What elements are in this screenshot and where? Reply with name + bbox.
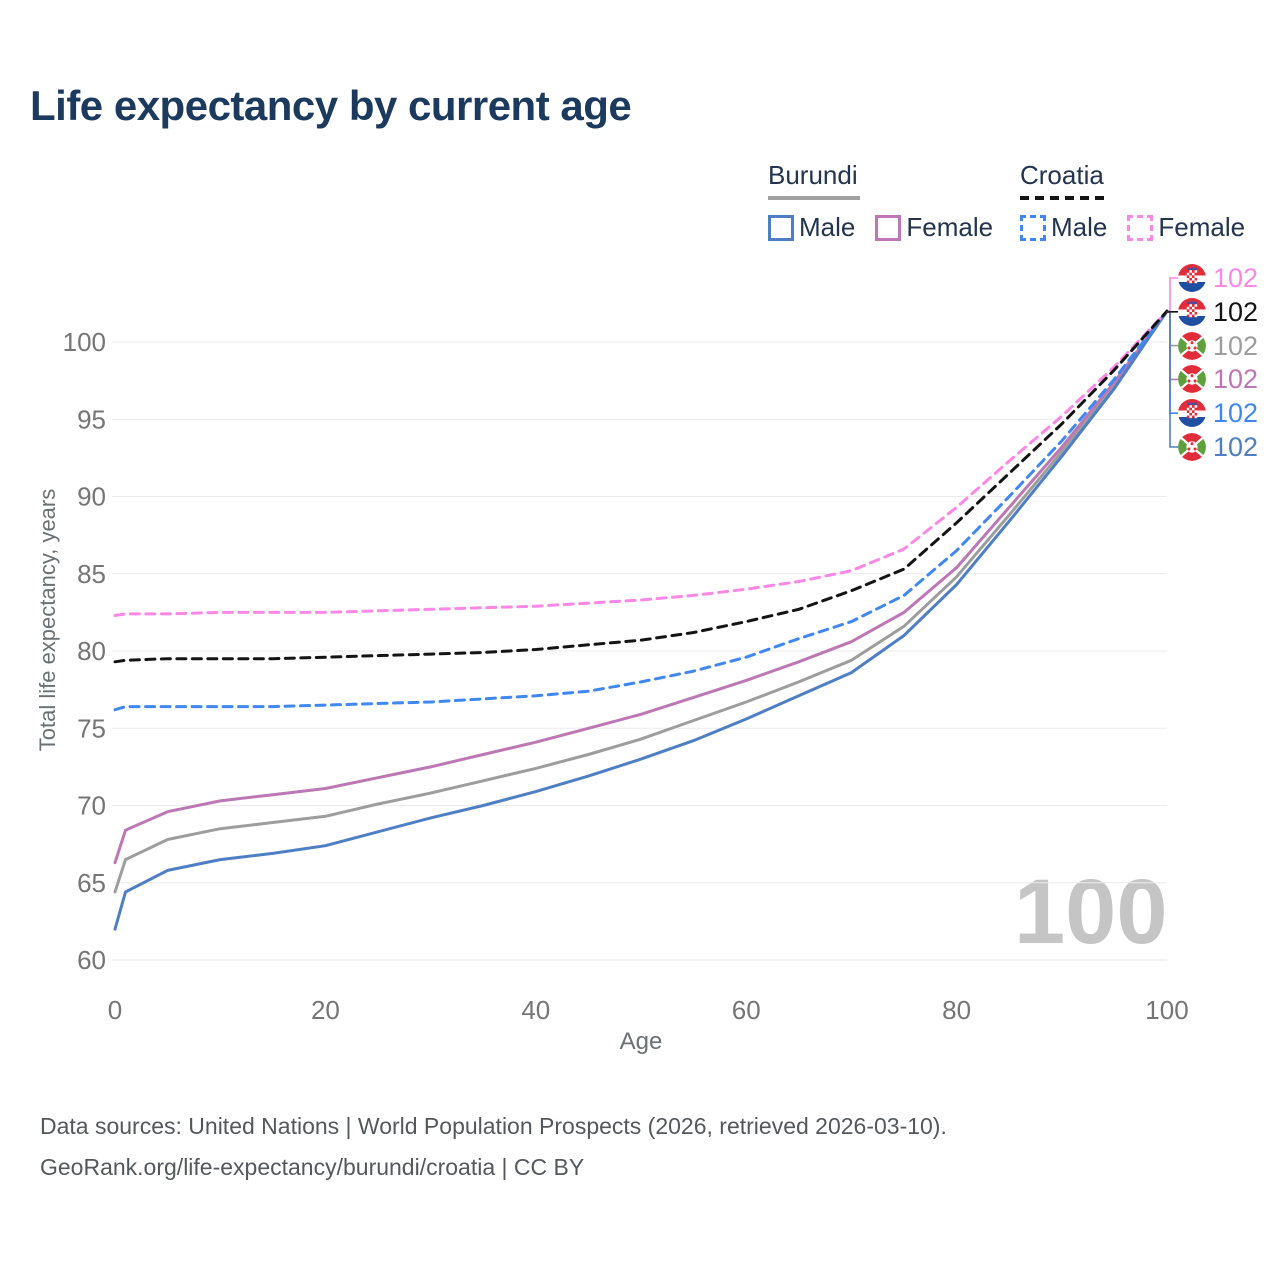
y-tick-100: 100 [63,327,106,357]
legend-swatch-croatia-male[interactable] [1020,214,1046,241]
legend-country-burundi[interactable]: Burundi [768,160,993,200]
y-tick-65: 65 [77,868,106,898]
y-tick-60: 60 [77,945,106,975]
footer: Data sources: United Nations | World Pop… [40,1106,947,1188]
legend-label-croatia-female[interactable]: Female [1158,212,1246,242]
legend-country-label: Burundi [768,160,858,190]
legend-swatch-burundi-male[interactable] [768,214,794,241]
y-tick-75: 75 [77,713,106,743]
x-tick-20: 20 [311,995,340,1025]
legend-label-burundi-male[interactable]: Male [799,212,856,242]
legend-label-burundi-female[interactable]: Female [906,212,994,242]
y-tick-85: 85 [77,559,106,589]
burundi-linestyle-bar [768,196,860,200]
series-burundi-female-line [113,309,1169,865]
legend-group-burundi: Burundi Male Female [768,160,993,243]
legend-country-label: Croatia [1020,160,1104,190]
data-sources-text: Data sources: United Nations | World Pop… [40,1113,947,1139]
leader-line-burundi-total [1166,311,1178,347]
legend-items-croatia: Male Female [1020,212,1245,243]
series-croatia-female-line [113,309,1169,617]
leader-line-croatia-female [1166,277,1178,313]
age-counter-watermark: 100 [1014,861,1168,963]
croatia-linestyle-bar [1020,196,1108,200]
x-tick-100: 100 [1145,995,1188,1025]
legend-group-croatia: Croatia Male Female [1020,160,1245,243]
legend-swatch-burundi-female[interactable] [875,214,902,241]
attribution-link-text[interactable]: GeoRank.org/life-expectancy/burundi/croa… [40,1154,585,1180]
page-title: Life expectancy by current age [30,82,632,129]
y-tick-95: 95 [77,404,106,434]
x-tick-60: 60 [732,995,761,1025]
x-axis-title: Age [619,1028,663,1055]
legend-label-croatia-male[interactable]: Male [1051,212,1108,242]
leader-line-croatia-male [1166,311,1178,414]
legend-items-burundi: Male Female [768,212,993,243]
series-croatia-total-line [113,309,1169,664]
x-tick-80: 80 [942,995,971,1025]
x-tick-40: 40 [521,995,550,1025]
y-tick-70: 70 [77,791,106,821]
series-burundi-total-line [113,309,1169,894]
y-tick-90: 90 [77,482,106,512]
series-croatia-male-line [113,309,1169,712]
legend-swatch-croatia-female[interactable] [1127,214,1154,241]
x-tick-0: 0 [108,995,122,1025]
legend-country-croatia[interactable]: Croatia [1020,160,1245,200]
y-tick-80: 80 [77,636,106,666]
series-burundi-male-line [113,309,1169,931]
